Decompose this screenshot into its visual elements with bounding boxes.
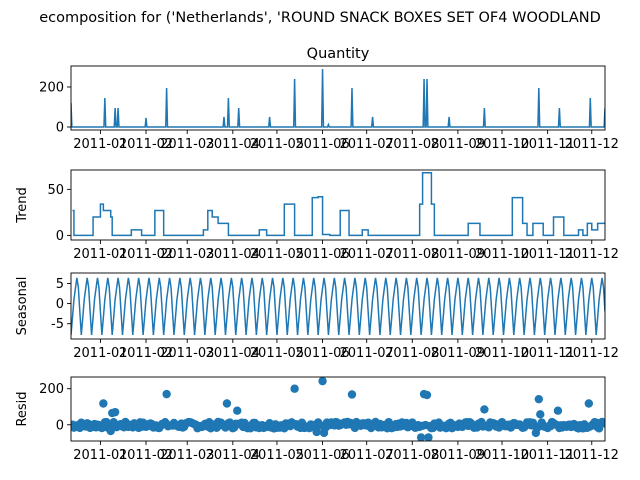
plot-area: [71, 277, 605, 336]
resid-point: [162, 389, 171, 399]
x-tick-label: 2011-07: [340, 346, 394, 361]
y-tick-label: 200: [39, 81, 64, 96]
resid-point: [106, 426, 115, 436]
y-tick-label: 5: [56, 277, 64, 292]
resid-point: [318, 377, 327, 386]
x-tick-label: 2011-09: [431, 247, 485, 262]
axes-frame: [70, 169, 606, 241]
x-tick-label: 2011-10: [475, 137, 529, 152]
x-tick-label: 2011-04: [206, 137, 260, 152]
x-tick-label: 2011-05: [250, 346, 304, 361]
resid-point: [110, 407, 120, 417]
plot-area: [71, 377, 605, 441]
y-tick-label: 0: [56, 297, 64, 312]
x-tick-label: 2011-10: [475, 247, 529, 262]
trend-line: [72, 172, 605, 237]
figure-title: ecomposition for ('Netherlands', 'ROUND …: [39, 10, 601, 26]
x-tick-label: 2011-12: [565, 137, 619, 152]
x-tick-label: 2011-01: [73, 448, 127, 463]
y-tick-label: 0: [56, 229, 64, 244]
y-tick-label: 0: [56, 121, 64, 136]
resid-point: [600, 419, 605, 428]
x-tick-label: 2011-06: [295, 247, 349, 262]
x-tick-label: 2011-06: [295, 346, 349, 361]
resid-point: [480, 405, 489, 414]
y-tick-label: -5: [51, 317, 64, 332]
y-tick-label: 50: [47, 183, 64, 198]
x-tick-label: 2011-03: [160, 346, 214, 361]
y-axis-label: Trend: [15, 187, 30, 224]
resid-point: [424, 433, 433, 441]
x-tick-label: 2011-10: [475, 346, 529, 361]
resid-point: [290, 384, 299, 393]
x-tick-label: 2011-05: [250, 247, 304, 262]
resid-point: [584, 399, 594, 408]
x-tick-label: 2011-09: [431, 346, 485, 361]
y-tick-label: 0: [56, 418, 64, 433]
x-tick-label: 2011-11: [520, 247, 574, 262]
x-tick-label: 2011-03: [160, 448, 214, 463]
x-tick-label: 2011-03: [160, 247, 214, 262]
x-tick-label: 2011-04: [206, 448, 260, 463]
plot-area: [72, 172, 605, 237]
x-tick-label: 2011-11: [520, 137, 574, 152]
x-tick-label: 2011-09: [431, 448, 485, 463]
resid-point: [536, 410, 545, 419]
seasonal-line: [71, 277, 605, 336]
x-tick-label: 2011-08: [385, 448, 439, 463]
axes-frame: [70, 272, 606, 340]
x-tick-label: 2011-06: [295, 137, 349, 152]
x-tick-label: 2011-02: [119, 247, 173, 262]
resid-point: [347, 390, 357, 399]
x-tick-label: 2011-08: [385, 346, 439, 361]
panel-1: 0502011-012011-022011-032011-042011-0520…: [15, 169, 619, 262]
x-tick-label: 2011-07: [340, 448, 394, 463]
resid-point: [233, 406, 242, 415]
x-tick-label: 2011-08: [385, 247, 439, 262]
x-tick-label: 2011-07: [340, 137, 394, 152]
x-tick-label: 2011-02: [119, 137, 173, 152]
y-axis-label: Seasonal: [15, 277, 30, 336]
x-tick-label: 2011-03: [160, 137, 214, 152]
panel-3: 02002011-012011-022011-032011-042011-052…: [15, 376, 619, 463]
x-tick-label: 2011-02: [119, 448, 173, 463]
x-tick-label: 2011-08: [385, 137, 439, 152]
x-tick-label: 2011-05: [250, 448, 304, 463]
plot-area: [71, 68, 605, 128]
x-tick-label: 2011-01: [73, 346, 127, 361]
panel-title: Quantity: [307, 46, 370, 62]
quantity-line: [71, 68, 605, 128]
x-tick-label: 2011-10: [475, 448, 529, 463]
x-tick-label: 2011-04: [206, 247, 260, 262]
x-tick-label: 2011-01: [73, 137, 127, 152]
y-axis-label: Resid: [15, 391, 30, 426]
panel-0: 02002011-012011-022011-032011-042011-052…: [39, 46, 619, 152]
resid-point: [99, 399, 108, 408]
x-tick-label: 2011-12: [565, 448, 619, 463]
x-tick-label: 2011-11: [520, 346, 574, 361]
x-tick-label: 2011-04: [206, 346, 260, 361]
resid-point: [553, 406, 563, 415]
x-tick-label: 2011-01: [73, 247, 127, 262]
x-tick-label: 2011-07: [340, 247, 394, 262]
panel-2: -5052011-012011-022011-032011-042011-052…: [15, 272, 619, 361]
resid-point: [422, 390, 432, 400]
y-tick-label: 200: [39, 382, 64, 397]
x-tick-label: 2011-12: [565, 346, 619, 361]
x-tick-label: 2011-09: [431, 137, 485, 152]
x-tick-label: 2011-02: [119, 346, 173, 361]
resid-point: [312, 427, 321, 437]
resid-point: [534, 394, 544, 404]
x-tick-label: 2011-06: [295, 448, 349, 463]
resid-point: [222, 399, 232, 408]
x-tick-label: 2011-11: [520, 448, 574, 463]
x-tick-label: 2011-12: [565, 247, 619, 262]
x-tick-label: 2011-05: [250, 137, 304, 152]
axes-frame: [70, 65, 606, 131]
axes-frame: [70, 376, 606, 442]
resid-point: [416, 433, 426, 441]
